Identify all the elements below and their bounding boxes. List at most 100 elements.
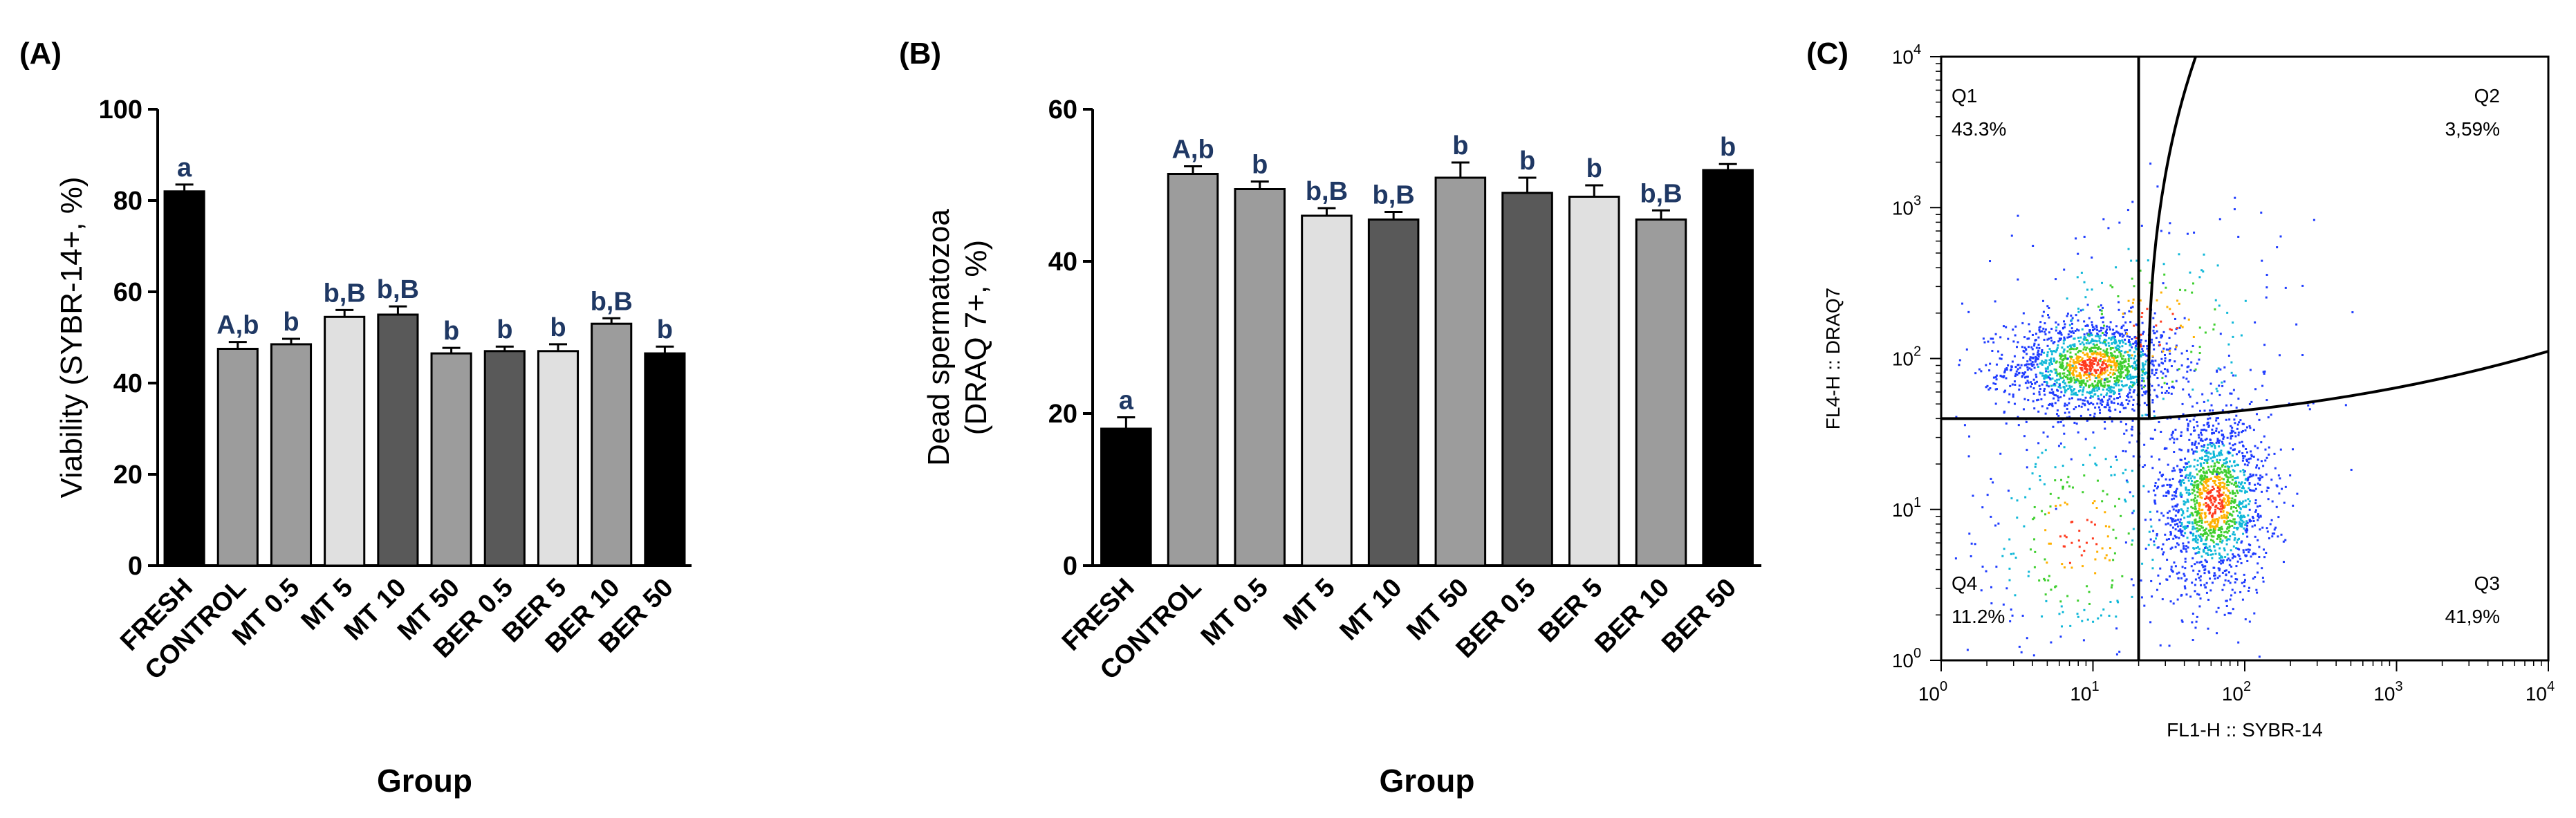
event-dot (2188, 521, 2191, 523)
event-dot (2092, 431, 2095, 434)
event-dot (2221, 464, 2224, 467)
event-dot (2254, 552, 2257, 555)
event-dot (2239, 557, 2242, 560)
event-dot (2042, 327, 2045, 330)
bar (324, 315, 366, 567)
event-dot (2091, 373, 2094, 376)
quadrant-name: Q1 (1952, 85, 1977, 106)
event-dot (2196, 420, 2198, 423)
event-dot (2207, 452, 2209, 454)
event-dot (2194, 538, 2196, 541)
event-dot (2234, 537, 2236, 539)
event-dot (2023, 525, 2026, 528)
event-dot (2069, 351, 2072, 354)
event-dot (2227, 503, 2230, 506)
event-dot (2151, 399, 2154, 402)
event-dot (2207, 509, 2209, 512)
event-dot (2121, 404, 2124, 407)
event-dot (2274, 526, 2277, 529)
y-tick-label: 0 (1063, 552, 1077, 581)
event-dot (2205, 495, 2208, 498)
event-dot (2283, 501, 2286, 504)
event-dot (2077, 336, 2079, 339)
event-dot (2225, 418, 2227, 421)
event-dot (2007, 490, 2010, 492)
event-dot (2204, 521, 2207, 523)
event-dot (2176, 503, 2179, 506)
event-dot (2234, 523, 2236, 526)
event-dot (2184, 557, 2187, 560)
event-dot (2221, 571, 2224, 574)
event-dot (2109, 547, 2111, 550)
event-dot (2229, 535, 2232, 538)
event-dot (2152, 317, 2155, 319)
event-dot (2083, 281, 2086, 283)
event-dot (2135, 323, 2138, 326)
event-dot (2194, 590, 2196, 593)
event-dot (2102, 388, 2104, 391)
event-dot (2110, 391, 2113, 393)
event-dot (2254, 483, 2257, 486)
event-dot (2104, 366, 2106, 369)
event-dot (2256, 464, 2259, 467)
event-dot (2056, 409, 2059, 412)
event-dot (2168, 575, 2171, 578)
event-dot (2126, 371, 2129, 373)
event-dot (2212, 485, 2214, 488)
x-axis-title: FL1-H :: SYBR-14 (2167, 719, 2323, 741)
event-dot (2077, 615, 2079, 618)
event-dot (2046, 338, 2049, 341)
event-dot (2259, 528, 2261, 531)
event-dot (2228, 442, 2231, 445)
category-label: BER 10 (1590, 573, 1676, 659)
event-dot (2267, 416, 2270, 419)
event-dot (2205, 536, 2208, 539)
event-dot (2055, 394, 2057, 397)
event-dot (2122, 355, 2125, 357)
event-dot (2083, 371, 2086, 374)
event-dot (2187, 521, 2189, 523)
event-dot (2274, 467, 2277, 470)
event-dot (2083, 346, 2086, 348)
event-dot (2241, 452, 2244, 454)
event-dot (2209, 438, 2212, 441)
event-dot (2204, 529, 2207, 532)
event-dot (2123, 365, 2126, 368)
event-dot (2103, 355, 2106, 358)
event-dot (2151, 558, 2154, 561)
event-dot (2257, 477, 2260, 480)
event-dot (2225, 539, 2228, 542)
event-dot (2199, 477, 2202, 480)
event-dot (2070, 314, 2073, 317)
event-dot (2038, 393, 2041, 396)
event-dot (2055, 374, 2058, 377)
event-dot (2023, 336, 2026, 339)
event-dot (2098, 409, 2101, 411)
event-dot (2107, 342, 2110, 344)
event-dot (2217, 606, 2220, 609)
event-dot (2254, 388, 2257, 391)
event-dot (2246, 479, 2249, 482)
event-dot (2014, 383, 2017, 386)
event-dot (2207, 485, 2209, 487)
event-dot (2232, 555, 2235, 558)
event-dot (2018, 384, 2021, 387)
event-dot (2207, 465, 2209, 468)
event-dot (2153, 373, 2156, 376)
event-dot (2044, 579, 2046, 582)
event-dot (2030, 356, 2033, 359)
event-dot (2221, 494, 2224, 496)
event-dot (2115, 364, 2118, 367)
event-dot (2232, 545, 2235, 548)
event-dot (2052, 392, 2055, 395)
event-dot (2071, 330, 2074, 333)
event-dot (2082, 402, 2084, 405)
event-dot (2032, 245, 2035, 248)
event-dot (2123, 432, 2126, 435)
event-dot (2168, 478, 2171, 481)
event-dot (2001, 353, 2003, 356)
event-dot (2142, 366, 2144, 369)
event-dot (2238, 485, 2241, 488)
event-dot (2080, 358, 2083, 361)
y-tick-label: 20 (113, 461, 142, 490)
